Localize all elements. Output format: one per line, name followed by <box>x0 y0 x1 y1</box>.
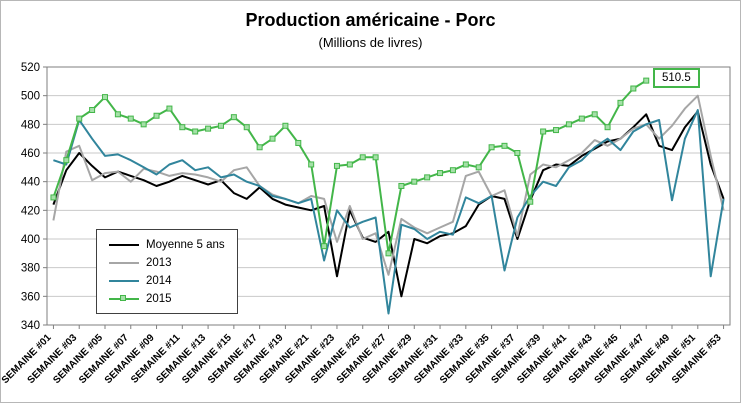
legend-label-2015: 2015 <box>146 292 172 305</box>
y-tick-label: 400 <box>21 234 40 246</box>
series-marker-square <box>591 111 598 118</box>
legend-entry-2015: 2015 <box>109 292 225 305</box>
series-marker-square <box>462 161 469 168</box>
series-marker-square <box>565 121 572 128</box>
series-marker-square <box>243 124 250 131</box>
series-marker-square <box>553 127 560 134</box>
series-marker-square <box>205 125 212 132</box>
series-marker-square <box>488 144 495 151</box>
legend-entry-2014: 2014 <box>109 274 225 287</box>
series-marker-square <box>282 122 289 129</box>
series-marker-square <box>437 170 444 177</box>
series-marker-square <box>385 250 392 257</box>
series-marker-square <box>89 107 96 113</box>
series-marker-square <box>321 243 328 250</box>
series-marker-square <box>604 124 611 131</box>
series-marker-square <box>372 154 379 161</box>
series-marker-square <box>230 114 237 121</box>
legend-line-sample-gray <box>109 261 139 264</box>
series-marker-square <box>217 122 224 129</box>
series-marker-square <box>308 161 315 168</box>
legend: Moyenne 5 ans 2013 2014 2015 <box>96 229 238 314</box>
series-marker-square <box>643 77 650 84</box>
legend-label-moyenne-5-ans: Moyenne 5 ans <box>146 238 225 251</box>
series-marker-square <box>630 85 637 92</box>
series-marker-square <box>333 162 340 169</box>
chart-title: Production américaine - Porc <box>245 10 496 30</box>
y-tick-label: 460 <box>21 148 40 160</box>
y-tick-label: 340 <box>21 320 40 332</box>
series-marker-square <box>76 115 83 122</box>
legend-entry-moyenne-5-ans: Moyenne 5 ans <box>109 238 225 251</box>
legend-label-2014: 2014 <box>146 274 172 287</box>
series-marker-square <box>527 198 534 205</box>
legend-line-sample-green <box>109 294 139 301</box>
y-tick-label: 500 <box>21 91 40 103</box>
legend-square-marker <box>120 294 126 301</box>
series-marker-square <box>501 142 508 149</box>
series-marker-square <box>359 154 366 161</box>
legend-line-sample-black <box>109 243 139 246</box>
series-marker-square <box>269 135 276 142</box>
series-marker-square <box>514 150 521 156</box>
series-marker-square <box>153 112 160 119</box>
series-line-2014 <box>53 109 725 315</box>
legend-line-sample-blue <box>109 279 139 282</box>
y-tick-label: 480 <box>21 119 40 131</box>
series-marker-square <box>50 194 57 201</box>
legend-label-2013: 2013 <box>146 256 172 269</box>
y-tick-label: 520 <box>21 62 40 74</box>
series-marker-square <box>114 111 121 118</box>
series-marker-square <box>424 174 431 181</box>
series-marker-square <box>140 121 147 128</box>
series-marker-square <box>398 182 405 189</box>
y-tick-label: 420 <box>21 205 40 217</box>
chart-subtitle: (Millions de livres) <box>318 35 423 50</box>
series-marker-square <box>449 167 456 174</box>
series-marker-square <box>475 164 482 171</box>
series-line-moyenne-5-ans <box>52 110 725 298</box>
legend-entry-2013: 2013 <box>109 256 225 269</box>
series-marker-square <box>411 178 418 185</box>
y-tick-label: 360 <box>21 291 40 303</box>
series-marker-square <box>101 94 108 101</box>
series-marker-square <box>578 115 585 122</box>
y-tick-label: 380 <box>21 263 40 275</box>
series-marker-square <box>63 157 70 164</box>
series-marker-square <box>127 115 134 122</box>
series-marker-square <box>617 99 624 106</box>
series-marker-square <box>166 105 173 112</box>
series-marker-square <box>295 139 302 146</box>
annotation-last-value: 510.5 <box>653 68 700 88</box>
series-marker-square <box>179 124 186 131</box>
series-marker-square <box>192 128 199 135</box>
series-marker-square <box>256 144 263 151</box>
series-marker-square <box>346 161 353 168</box>
y-tick-label: 440 <box>21 177 40 189</box>
series-marker-square <box>540 128 547 135</box>
